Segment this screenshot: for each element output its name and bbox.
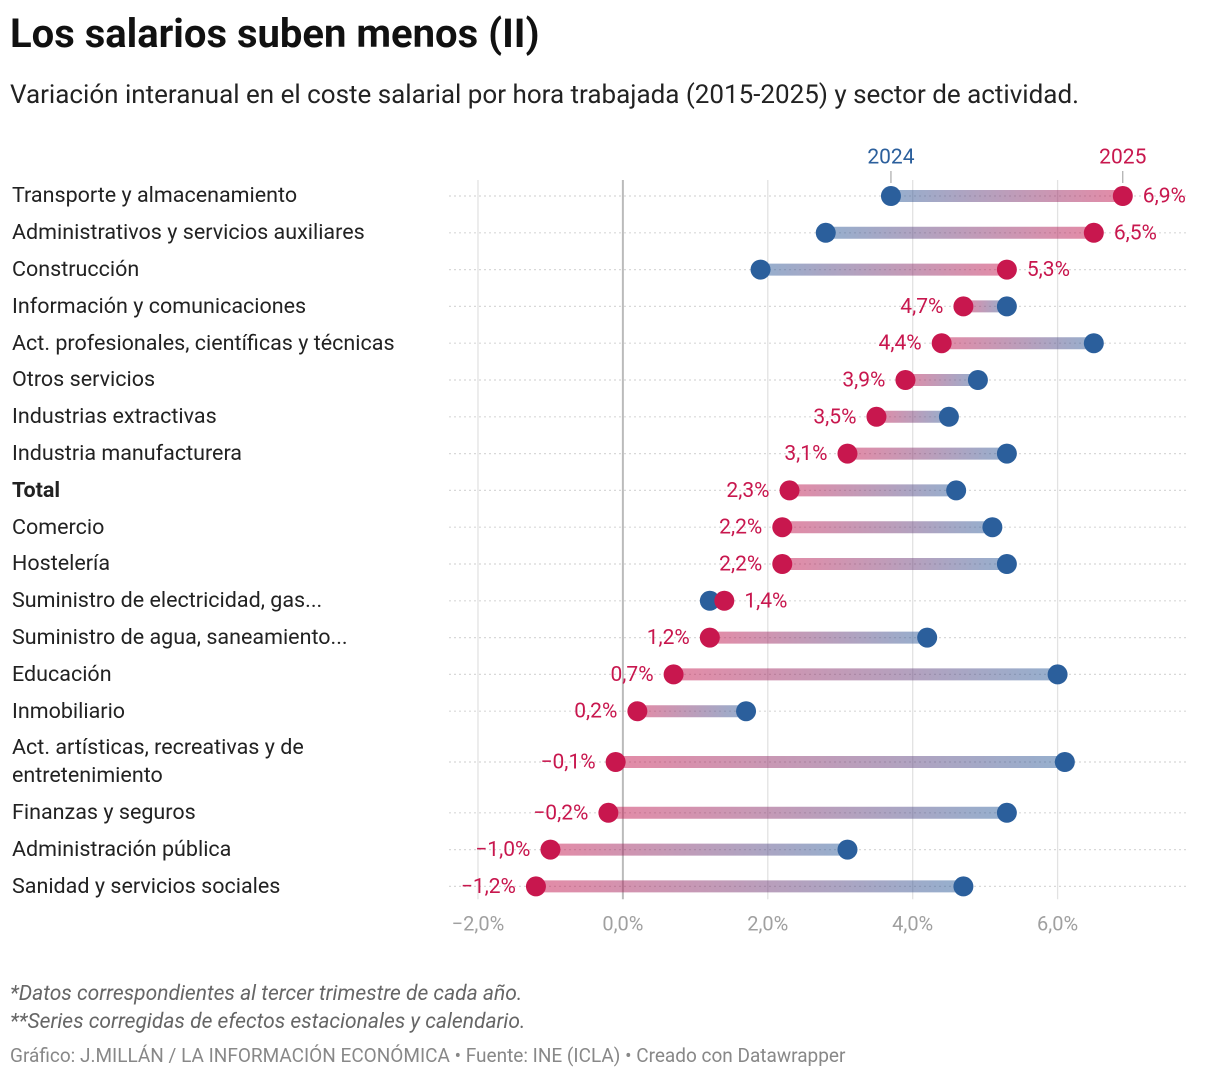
notes: *Datos correspondientes al tercer trimes… xyxy=(10,980,525,1036)
category-label: Educación xyxy=(12,661,112,687)
category-label: Comercio xyxy=(12,514,105,540)
x-tick-label: −2,0% xyxy=(452,911,505,935)
dot-2025 xyxy=(779,480,800,501)
dot-2024 xyxy=(967,370,988,390)
category-label: Construcción xyxy=(12,257,140,282)
value-label: 2,3% xyxy=(726,479,769,503)
value-label: 0,2% xyxy=(574,700,617,724)
category-label: Suministro de electricidad, gas... xyxy=(12,588,323,614)
category-label: Administración pública xyxy=(12,837,232,862)
value-label: −0,1% xyxy=(541,751,596,775)
category-label: Hostelería xyxy=(12,551,111,577)
dot-2025 xyxy=(714,590,735,611)
dot-2024 xyxy=(996,443,1017,464)
value-label: 6,5% xyxy=(1114,221,1157,245)
dot-2024 xyxy=(938,406,959,427)
dot-2025 xyxy=(1083,222,1104,243)
dot-2025 xyxy=(598,802,619,823)
dot-2025 xyxy=(931,333,952,354)
dot-2025 xyxy=(699,627,720,648)
value-label: 1,4% xyxy=(744,589,787,613)
dot-2024 xyxy=(917,627,938,648)
value-label: 5,3% xyxy=(1027,258,1070,282)
category-label: Transporte y almacenamiento xyxy=(12,183,298,209)
dot-2025 xyxy=(953,296,974,317)
x-tick-label: 2,0% xyxy=(747,911,788,935)
dot-2025 xyxy=(1112,186,1133,206)
dot-2024 xyxy=(996,296,1017,317)
dot-2025 xyxy=(525,876,546,897)
title: Los salarios suben menos (II) xyxy=(10,10,540,57)
dot-2025 xyxy=(605,752,626,772)
dot-2024 xyxy=(1054,752,1075,772)
dot-2024 xyxy=(750,259,771,280)
dot-2025 xyxy=(627,701,648,722)
category-label: Sanidad y servicios sociales xyxy=(12,873,281,899)
value-label: 2,2% xyxy=(719,553,762,577)
dot-2025 xyxy=(540,839,561,860)
dot-2024 xyxy=(1047,664,1068,685)
category-label: Finanzas y seguros xyxy=(12,800,196,826)
dot-2024 xyxy=(996,554,1017,574)
value-label: −0,2% xyxy=(533,801,588,825)
value-label: 3,9% xyxy=(842,369,885,393)
dot-2024 xyxy=(982,517,1003,538)
dot-2024 xyxy=(815,222,836,243)
value-label: −1,0% xyxy=(475,838,530,862)
note: *Datos correspondientes al tercer trimes… xyxy=(10,982,523,1006)
dot-2025 xyxy=(895,370,916,390)
dot-2024 xyxy=(946,480,967,501)
note: **Series corregidas de efectos estaciona… xyxy=(10,1010,526,1034)
dot-2024 xyxy=(736,701,757,722)
series-label: 2024 xyxy=(867,146,914,170)
dot-2025 xyxy=(837,443,858,464)
category-label: Suministro de agua, saneamiento... xyxy=(12,625,348,650)
category-label: Administrativos y servicios auxiliares xyxy=(12,220,365,246)
value-label: 2,2% xyxy=(719,516,762,540)
dot-2024 xyxy=(880,186,901,206)
category-label: Inmobiliario xyxy=(12,698,126,724)
dot-2025 xyxy=(663,664,684,685)
x-tick-label: 0,0% xyxy=(602,911,643,935)
category-label: Act. profesionales, científicas y técnic… xyxy=(12,330,395,356)
category-label: Información y comunicaciones xyxy=(12,293,307,319)
source: Gráfico: J.MILLÁN / LA INFORMACIÓN ECONÓ… xyxy=(10,1044,846,1067)
value-label: 0,7% xyxy=(610,663,653,687)
dot-2024 xyxy=(953,876,974,897)
category-label: Industrias extractivas xyxy=(12,404,217,430)
dot-2025 xyxy=(866,406,887,427)
value-label: 3,5% xyxy=(813,405,856,429)
dot-2024 xyxy=(699,590,720,611)
dot-2025 xyxy=(772,554,793,574)
value-label: 4,7% xyxy=(900,295,943,319)
dot-2024 xyxy=(996,802,1017,823)
dot-2025 xyxy=(996,259,1017,280)
dot-2025 xyxy=(772,517,793,538)
category-label: Otros servicios xyxy=(12,367,156,393)
value-label: 6,9% xyxy=(1143,185,1186,209)
dot-2024 xyxy=(1083,333,1104,354)
value-label: −1,2% xyxy=(461,875,516,899)
value-label: 4,4% xyxy=(879,332,922,356)
category-label: Act. artísticas, recreativas y de entret… xyxy=(12,735,304,789)
category-label: Industria manufacturera xyxy=(12,441,243,466)
value-label: 3,1% xyxy=(784,442,827,466)
subtitle: Variación interanual en el coste salaria… xyxy=(10,80,1079,110)
x-tick-label: 4,0% xyxy=(892,911,933,935)
category-label: Total xyxy=(12,477,61,503)
x-tick-label: 6,0% xyxy=(1037,911,1078,935)
series-label: 2025 xyxy=(1099,146,1146,170)
value-label: 1,2% xyxy=(647,626,690,650)
dot-2024 xyxy=(837,839,858,860)
